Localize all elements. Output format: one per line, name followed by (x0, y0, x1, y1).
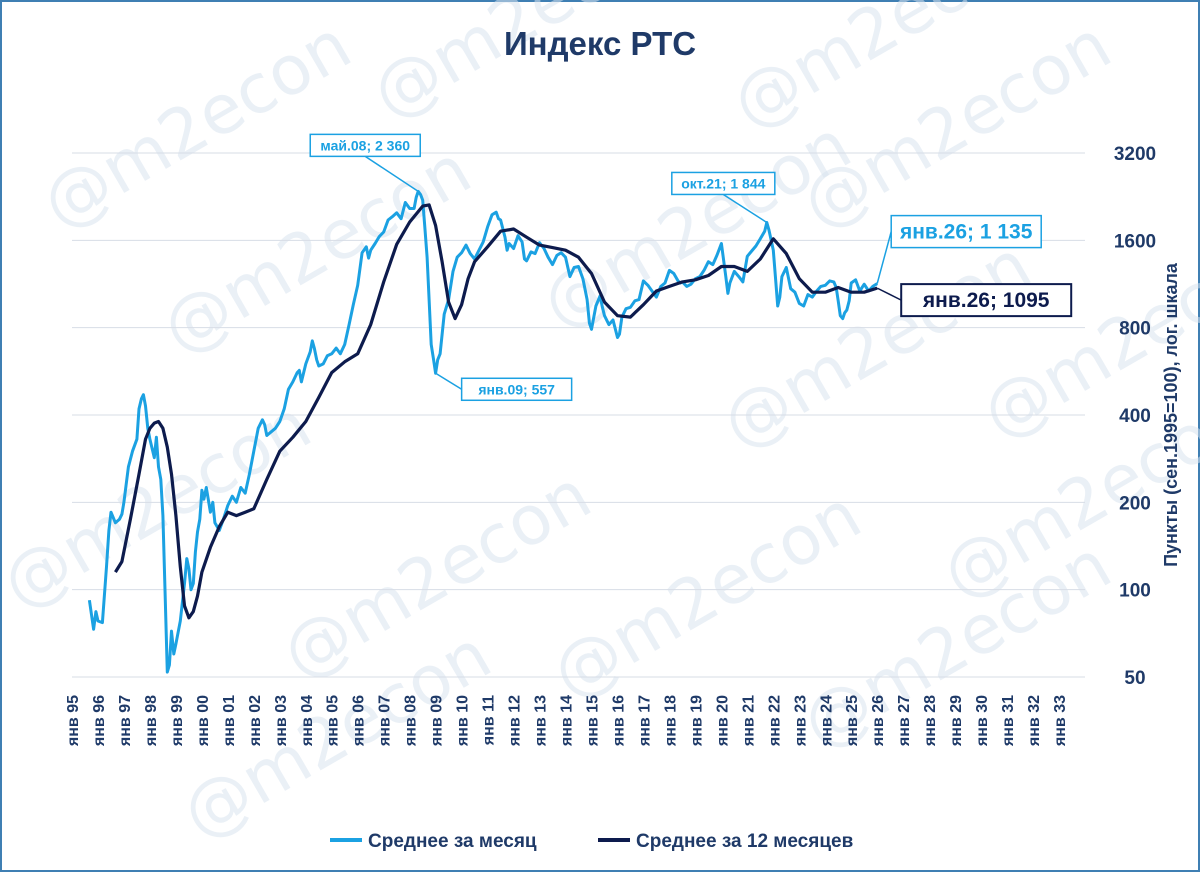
x-tick-label: янв 00 (195, 695, 212, 747)
x-axis-ticks: янв 95 янв 96 янв 97 янв 98 янв 99 янв 00 янв … (65, 695, 1069, 747)
x-tick-label: янв 18 (662, 695, 679, 747)
callout: янв.26; 1 135 (876, 214, 1042, 284)
x-tick-label: янв 17 (636, 695, 653, 747)
x-tick-label: янв 19 (688, 695, 705, 747)
annotations: май.08; 2 360 янв.09; 557 окт.21; 1 844 янв… (309, 133, 1073, 402)
series-lines (87, 189, 879, 674)
x-tick-label: янв 33 (1052, 695, 1069, 747)
x-tick-label: янв 15 (584, 695, 601, 747)
y-tick-label: 200 (1119, 493, 1151, 514)
x-tick-label: янв 01 (221, 695, 238, 747)
x-tick-label: янв 31 (1000, 695, 1017, 747)
callout-box (671, 171, 776, 196)
x-tick-label: янв 05 (325, 695, 342, 747)
legend-label-12m: Среднее за 12 месяцев (636, 831, 853, 852)
callout-label: янв.26; 1095 (922, 289, 1050, 312)
callout-box (900, 283, 1073, 318)
legend-label-monthly: Среднее за месяц (368, 831, 537, 852)
callout-leader (876, 231, 892, 284)
y-tick-label: 100 (1119, 581, 1151, 602)
x-tick-label: янв 25 (844, 695, 861, 747)
callout: май.08; 2 360 (309, 133, 421, 192)
y-tick-label: 800 (1119, 319, 1151, 340)
callout-leader (364, 155, 419, 192)
callout-box (460, 377, 573, 402)
callout: окт.21; 1 844 (671, 171, 776, 224)
watermark-text: @m2econ (359, 0, 694, 135)
x-tick-label: янв 12 (507, 695, 524, 747)
x-tick-label: янв 96 (91, 695, 108, 747)
x-tick-label: янв 09 (429, 695, 446, 747)
x-tick-label: янв 07 (377, 695, 394, 747)
x-tick-label: янв 06 (351, 695, 368, 747)
legend: Среднее за месяц Среднее за 12 месяцев (330, 831, 853, 852)
y-tick-label: 400 (1119, 406, 1151, 427)
y-tick-label: 1600 (1114, 231, 1156, 252)
callout-label: май.08; 2 360 (320, 137, 410, 153)
x-tick-label: янв 11 (481, 695, 498, 746)
x-tick-label: янв 04 (299, 695, 316, 747)
series-line-12m (114, 203, 878, 620)
series-line-monthly (87, 189, 879, 674)
x-tick-label: янв 13 (533, 695, 550, 747)
x-tick-label: янв 30 (974, 695, 991, 747)
x-tick-label: янв 21 (740, 695, 757, 747)
y-axis-label: Пункты (сен.1995=100), лог. шкала (1161, 262, 1181, 567)
y-tick-label: 3200 (1114, 144, 1156, 165)
callout-box (309, 133, 421, 158)
callout-leader (876, 287, 902, 301)
x-tick-label: янв 95 (65, 695, 82, 747)
y-tick-label: 50 (1124, 668, 1145, 689)
y-axis-ticks: 50 100 200 400 800 1600 3200 (1114, 144, 1156, 689)
x-tick-label: янв 22 (766, 695, 783, 747)
x-tick-label: янв 08 (403, 695, 420, 747)
callout-box (890, 214, 1042, 249)
x-tick-label: янв 20 (714, 695, 731, 747)
x-tick-label: янв 99 (169, 695, 186, 747)
x-tick-label: янв 14 (559, 695, 576, 747)
x-tick-label: янв 16 (610, 695, 627, 747)
x-tick-label: янв 03 (273, 695, 290, 747)
x-tick-label: янв 24 (818, 695, 835, 747)
x-tick-label: янв 32 (1026, 695, 1043, 747)
watermark-text: @m2econ (529, 106, 864, 345)
x-tick-label: янв 27 (896, 695, 913, 747)
x-tick-label: янв 98 (143, 695, 160, 747)
chart-title: Индекс РТС (504, 25, 696, 62)
x-tick-label: янв 02 (247, 695, 264, 747)
x-tick-label: янв 26 (870, 695, 887, 747)
callout: янв.09; 557 (435, 372, 573, 402)
x-tick-label: янв 23 (792, 695, 809, 747)
callout-label: янв.26; 1 135 (899, 221, 1033, 244)
x-tick-label: янв 28 (922, 695, 939, 747)
callout: янв.26; 1095 (876, 283, 1073, 318)
callout-label: янв.09; 557 (478, 381, 555, 397)
x-tick-label: янв 97 (117, 695, 134, 747)
x-tick-label: янв 29 (948, 695, 965, 747)
callout-label: окт.21; 1 844 (681, 175, 765, 191)
x-tick-label: янв 10 (455, 695, 472, 747)
callout-leader (435, 372, 463, 390)
callout-leader (722, 193, 768, 224)
